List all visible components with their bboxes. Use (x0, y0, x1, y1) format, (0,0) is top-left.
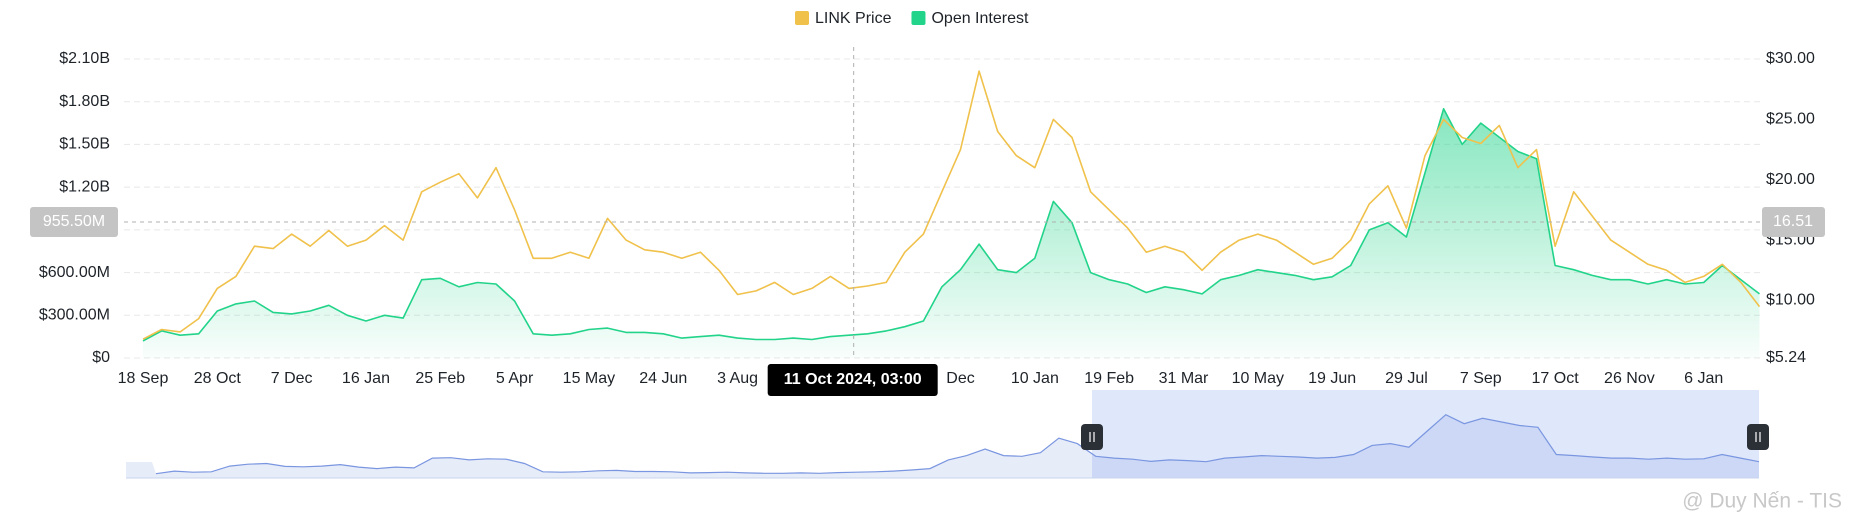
crosshair-y-label: 955.50M (43, 213, 105, 230)
y-tick-label: $1.20B (59, 178, 110, 195)
x-tick-label: 10 May (1232, 370, 1284, 387)
legend-label: Open Interest (931, 10, 1029, 27)
legend-swatch (795, 11, 809, 25)
x-tick-label: 29 Jul (1385, 370, 1428, 387)
navigator-handle[interactable] (1747, 424, 1769, 450)
y-tick-label: $300.00M (39, 307, 110, 324)
y2-tick-label: $25.00 (1766, 111, 1815, 128)
x-tick-label: 31 Mar (1159, 370, 1209, 387)
x-tick-label: 7 Dec (271, 370, 313, 387)
x-tick-label: 16 Jan (342, 370, 390, 387)
series-line (142, 108, 1760, 342)
watermark: @ Duy Nến - TIS (1682, 490, 1842, 513)
x-tick-label: 25 Feb (415, 370, 465, 387)
navigator-handle[interactable] (1081, 424, 1103, 450)
x-tick-label: 18 Sep (118, 370, 169, 387)
x-tick-label: 10 Jan (1011, 370, 1059, 387)
crosshair-y2-badge (1762, 206, 1825, 237)
navigator-area (126, 414, 1759, 478)
crosshair-x-badge (767, 364, 938, 396)
x-tick-label: 19 Jun (1308, 370, 1356, 387)
navigator-selection[interactable] (1092, 390, 1759, 478)
x-tick-label: 28 Oct (194, 370, 242, 387)
series-line (142, 70, 1761, 340)
x-tick-label: 6 Jan (1684, 370, 1723, 387)
y-tick-label: $1.80B (59, 93, 110, 110)
legend: LINK Price Open Interest (795, 10, 1029, 27)
x-tick-label: 19 Feb (1084, 370, 1134, 387)
y2-tick-label: $10.00 (1766, 292, 1815, 309)
crosshair-y-badge (30, 206, 118, 237)
legend-label: LINK Price (815, 10, 892, 27)
x-tick-label: 7 Sep (1460, 370, 1502, 387)
legend-swatch (911, 11, 926, 25)
crosshair-x-label: 11 Oct 2024, 03:00 (784, 371, 922, 388)
y-tick-label: $1.50B (59, 136, 110, 153)
y-tick-label: $600.00M (39, 264, 110, 281)
crosshair-y2-label: 16.51 (1773, 213, 1813, 230)
x-tick-label: 26 Nov (1604, 370, 1655, 387)
y2-tick-label: $20.00 (1766, 171, 1815, 188)
area-fill (143, 108, 1760, 358)
x-tick-label: 24 Jun (639, 370, 687, 387)
x-tick-label: Dec (946, 370, 974, 387)
y2-tick-label: $30.00 (1766, 50, 1815, 67)
navigator-line (155, 413, 1760, 475)
y-tick-label: $0 (92, 349, 110, 366)
x-tick-label: 17 Oct (1532, 370, 1580, 387)
x-tick-label: 15 May (563, 370, 615, 387)
x-tick-label: 5 Apr (496, 370, 534, 387)
y2-tick-label: $5.24 (1766, 349, 1806, 366)
y-tick-label: $2.10B (59, 50, 110, 67)
x-tick-label: 3 Aug (717, 370, 758, 387)
